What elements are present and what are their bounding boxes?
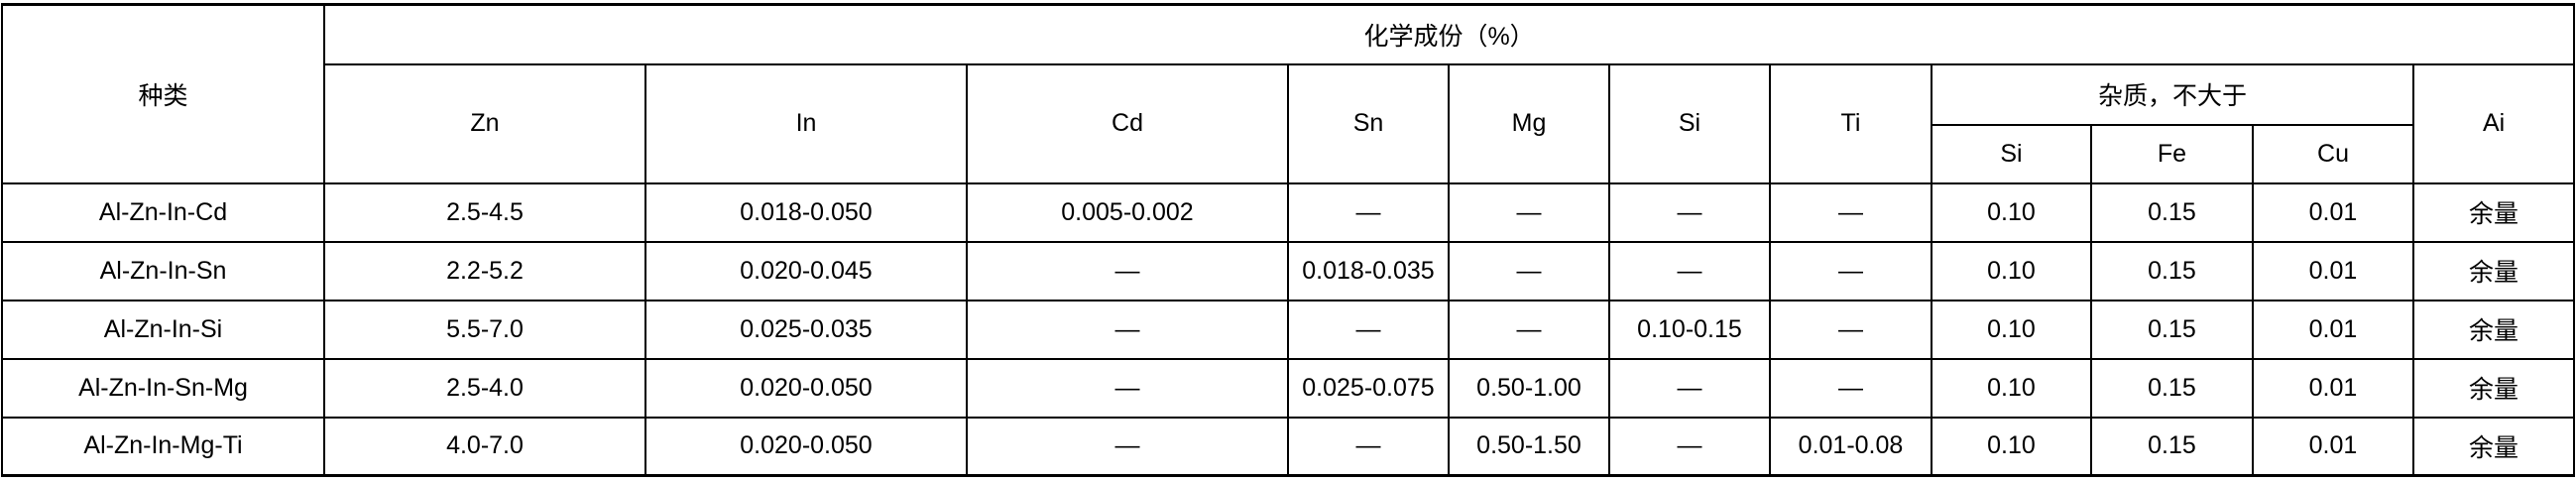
table-cell: 0.018-0.050 [644,181,968,243]
table-cell: 余量 [2411,240,2576,301]
table-row: Al-Zn-In-Cd 2.5-4.5 0.018-0.050 0.005-0.002… [1,181,2576,243]
table-cell: 0.005-0.002 [966,181,1289,243]
table-cell: — [966,357,1289,419]
row-type: Al-Zn-In-Si [1,299,325,360]
row-type: Al-Zn-In-Sn-Mg [1,357,325,419]
table-cell: — [966,240,1289,301]
table-cell: — [1448,181,1610,243]
table-cell: 0.01 [2252,181,2414,243]
table-cell: 0.020-0.050 [644,357,968,419]
col-header-ti: Ti [1769,62,1932,184]
table-cell: — [1448,240,1610,301]
table-cell: 0.10 [1931,240,2092,301]
impurity-header-cu: Cu [2252,123,2414,184]
table-cell: 0.01 [2252,416,2414,477]
table-cell: — [1448,299,1610,360]
table-cell: 余量 [2411,357,2576,419]
col-header-cd: Cd [966,62,1289,184]
table-cell: 0.15 [2090,299,2254,360]
table-cell: 余量 [2411,181,2576,243]
table-row: Al-Zn-In-Sn 2.2-5.2 0.020-0.045—0.018-0.03… [1,240,2576,301]
impurity-header: 杂质，不大于 [1931,62,2414,126]
col-header-balance: Ai [2411,62,2576,184]
table-cell: — [1287,181,1450,243]
table-cell: 0.15 [2090,416,2254,477]
table-cell: 0.01 [2252,357,2414,419]
table-cell: — [1608,181,1771,243]
type-header: 种类 [1,3,325,184]
table-cell: 0.020-0.050 [644,416,968,477]
table-cell: 余量 [2411,416,2576,477]
table-cell: 5.5-7.0 [323,299,646,360]
impurity-header-fe: Fe [2090,123,2254,184]
table-cell: 4.0-7.0 [323,416,646,477]
table-cell: — [1608,240,1771,301]
table-row: Al-Zn-In-Si 5.5-7.0 0.025-0.035— — —0.10-0.1… [1,299,2576,360]
table-cell: — [966,416,1289,477]
table-cell: — [1287,416,1450,477]
table-cell: 2.5-4.0 [323,357,646,419]
table-row: Al-Zn-In-Sn-Mg 2.5-4.0 0.020-0.050—0.025-0… [1,357,2576,419]
table-cell: 余量 [2411,299,2576,360]
col-header-mg: Mg [1448,62,1610,184]
col-header-zn: Zn [323,62,646,184]
row-type: Al-Zn-In-Mg-Ti [1,416,325,477]
table-cell: 0.10-0.15 [1608,299,1771,360]
table-cell: 2.2-5.2 [323,240,646,301]
table-cell: 0.01 [2252,240,2414,301]
table-cell: 0.15 [2090,357,2254,419]
table-cell: — [1608,357,1771,419]
table-cell: — [1769,240,1932,301]
table-cell: 0.10 [1931,416,2092,477]
table-cell: 0.50-1.00 [1448,357,1610,419]
table-cell: 0.020-0.045 [644,240,968,301]
table-cell: — [1608,416,1771,477]
composition-table: 种类 化学成份（%） Zn In Cd Sn Mg Si Ti 杂质，不大于 A… [1,3,2576,477]
table-cell: — [1769,181,1932,243]
table-cell: 0.15 [2090,240,2254,301]
row-type: Al-Zn-In-Sn [1,240,325,301]
table-cell: 0.01-0.08 [1769,416,1932,477]
table-cell: 0.50-1.50 [1448,416,1610,477]
table-cell: — [966,299,1289,360]
table-cell: 2.5-4.5 [323,181,646,243]
table-cell: — [1769,357,1932,419]
table-cell: 0.025-0.075 [1287,357,1450,419]
table-cell: 0.018-0.035 [1287,240,1450,301]
table-cell: — [1769,299,1932,360]
table-cell: 0.025-0.035 [644,299,968,360]
table-cell: 0.15 [2090,181,2254,243]
composition-header: 化学成份（%） [322,3,2576,65]
table-cell: 0.10 [1931,181,2092,243]
table-cell: 0.10 [1931,299,2092,360]
table-cell: 0.10 [1931,357,2092,419]
table-cell: 0.01 [2252,299,2414,360]
col-header-in: In [644,62,968,184]
table-row: Al-Zn-In-Mg-Ti 4.0-7.0 0.020-0.050— —0.50-1… [1,416,2576,477]
col-header-si: Si [1608,62,1771,184]
row-type: Al-Zn-In-Cd [1,181,325,243]
table-cell: — [1287,299,1450,360]
impurity-header-si: Si [1931,123,2092,184]
col-header-sn: Sn [1287,62,1450,184]
